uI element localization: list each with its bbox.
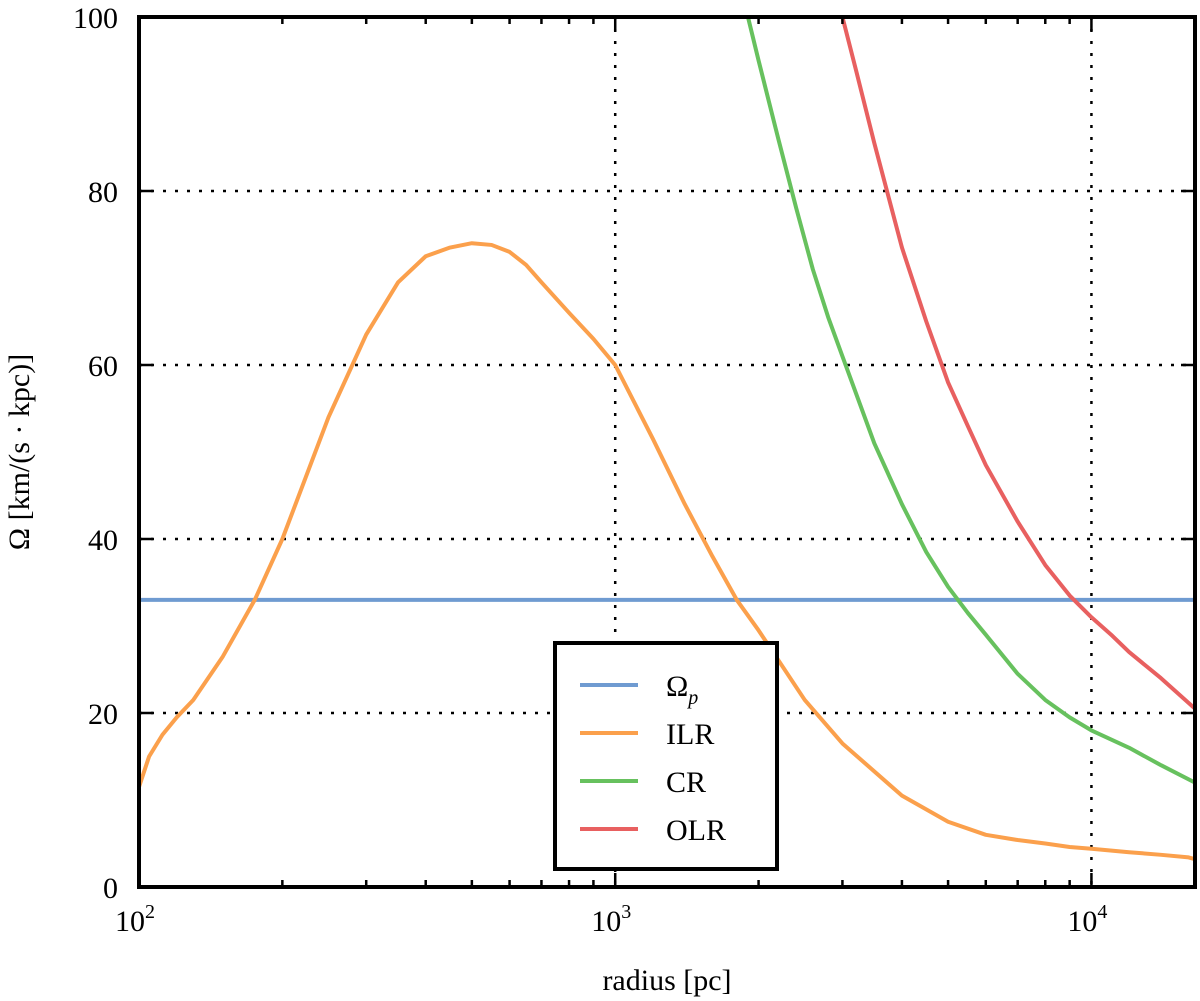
x-tick-label: 102 <box>115 901 155 938</box>
plot-frame <box>137 15 1197 889</box>
legend-label-ilr: ILR <box>666 718 714 751</box>
y-tick-label: 60 <box>88 350 118 383</box>
legend-box <box>553 641 779 871</box>
y-tick-label: 100 <box>73 2 118 35</box>
x-tick-label: 103 <box>591 901 631 938</box>
legend: Ωp ILR CR OLR <box>553 641 779 871</box>
legend-label-ω-p: Ωp <box>666 670 698 709</box>
ticks <box>137 15 1195 889</box>
series-line-ilr <box>139 241 1195 862</box>
y-tick-label: 80 <box>88 176 118 209</box>
y-tick-label: 0 <box>103 872 118 905</box>
y-tick-label: 20 <box>88 698 118 731</box>
series-line-cr <box>746 17 1195 785</box>
tick-labels: 102 103 104 0 20 40 60 80 100 <box>73 2 1107 938</box>
y-tick-label: 40 <box>88 524 118 557</box>
legend-label-cr: CR <box>666 766 706 799</box>
series-line-olr <box>840 17 1195 711</box>
series-layer <box>139 17 1195 862</box>
x-tick-label: 104 <box>1067 901 1107 938</box>
y-axis-title: Ω [km/(s · kpc)] <box>3 354 36 550</box>
x-axis-title: radius [pc] <box>602 964 731 997</box>
legend-label-olr: OLR <box>666 814 726 847</box>
